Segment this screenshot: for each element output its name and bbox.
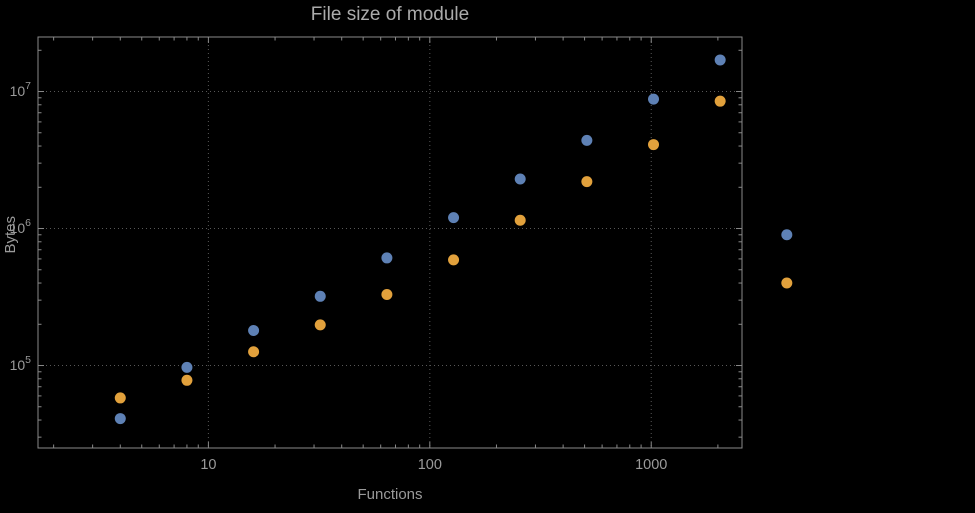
y-axis-label: Bytes	[2, 216, 19, 254]
data-point-series-1	[381, 252, 393, 264]
data-point-series-2	[114, 392, 126, 404]
tick-label-y: 106	[10, 217, 32, 236]
data-point-series-1	[514, 173, 526, 185]
x-axis-label: Functions	[357, 486, 423, 503]
data-point-series-1	[714, 54, 726, 66]
data-point-series-2	[781, 277, 793, 289]
tick-label-x: 1000	[635, 457, 667, 473]
data-point-series-2	[181, 374, 193, 386]
data-point-series-2	[448, 254, 460, 266]
data-point-series-2	[514, 214, 526, 226]
tick-label-x: 100	[418, 457, 442, 473]
chart-title: File size of module	[310, 4, 470, 25]
data-point-series-1	[448, 212, 460, 224]
data-point-series-2	[581, 176, 593, 188]
data-point-series-1	[114, 413, 126, 425]
data-point-series-1	[181, 361, 193, 373]
data-point-series-2	[314, 319, 326, 331]
data-point-series-2	[381, 288, 393, 300]
data-point-series-1	[781, 229, 793, 241]
plot-frame	[37, 36, 743, 449]
tick-label-y: 105	[10, 354, 32, 373]
data-point-series-1	[314, 290, 326, 302]
tick-label-y: 107	[10, 80, 32, 99]
data-point-series-2	[248, 346, 260, 358]
data-point-series-1	[581, 134, 593, 146]
data-point-series-1	[248, 325, 260, 337]
tick-label-x: 10	[200, 457, 216, 473]
data-point-series-2	[714, 95, 726, 107]
data-point-series-1	[648, 93, 660, 105]
data-point-series-2	[648, 139, 660, 151]
